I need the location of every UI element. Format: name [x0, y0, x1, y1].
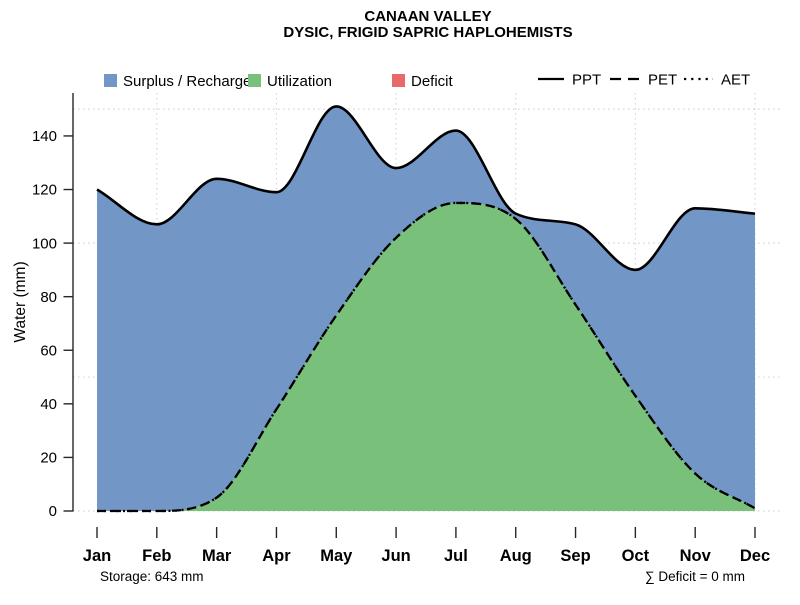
legend-label-utilization: Utilization — [267, 73, 332, 90]
y-tick-label: 40 — [40, 396, 57, 413]
x-tick-label: Mar — [202, 547, 232, 565]
x-tick-label: Feb — [142, 547, 171, 565]
storage-annotation: Storage: 643 mm — [100, 569, 204, 584]
x-tick-label: Oct — [622, 547, 650, 565]
y-tick-label: 140 — [32, 128, 57, 145]
legend-swatch-surplus-icon — [104, 74, 117, 87]
y-tick-label: 100 — [32, 235, 57, 252]
y-tick-label: 80 — [40, 289, 57, 306]
legend-label-surplus: Surplus / Recharge — [123, 73, 251, 90]
y-axis-title: Water (mm) — [12, 261, 29, 342]
pet-curve — [97, 201, 756, 513]
x-tick-label: Jun — [381, 547, 410, 565]
chart-title: CANAAN VALLEY — [364, 8, 491, 25]
x-tick-label: Apr — [262, 547, 291, 565]
x-tick-label: Jul — [444, 547, 468, 565]
area-fills — [97, 106, 755, 512]
x-tick-label: Aug — [500, 547, 532, 565]
y-tick-label: 120 — [32, 182, 57, 199]
x-tick-label: Dec — [740, 547, 770, 565]
x-tick-label: Nov — [680, 547, 712, 565]
y-tick-label: 60 — [40, 342, 57, 359]
legend-swatch-deficit-icon — [392, 74, 405, 87]
x-tick-label: Jan — [83, 547, 111, 565]
legend-label-ppt: PPT — [572, 72, 601, 89]
axes: 0 20 40 60 80 100 120 140 Jan Feb Mar Apr May Jun Jul A… — [32, 93, 770, 565]
legend-label-aet: AET — [721, 72, 750, 89]
ppt-curve — [96, 105, 756, 272]
chart-subtitle: DYSIC, FRIGID SAPRIC HAPLOHEMISTS — [283, 24, 572, 41]
legend-label-deficit: Deficit — [411, 73, 454, 90]
x-tick-label: May — [320, 547, 353, 565]
legend-label-pet: PET — [648, 72, 677, 89]
x-tick-label: Sep — [560, 547, 590, 565]
curves — [96, 105, 756, 513]
area-legend: Surplus / Recharge Utilization Deficit — [104, 73, 454, 90]
y-tick-label: 20 — [40, 450, 57, 467]
deficit-sum-annotation: ∑ Deficit = 0 mm — [645, 569, 745, 584]
y-tick-label: 0 — [49, 503, 57, 520]
legend-swatch-utilization-icon — [248, 74, 261, 87]
